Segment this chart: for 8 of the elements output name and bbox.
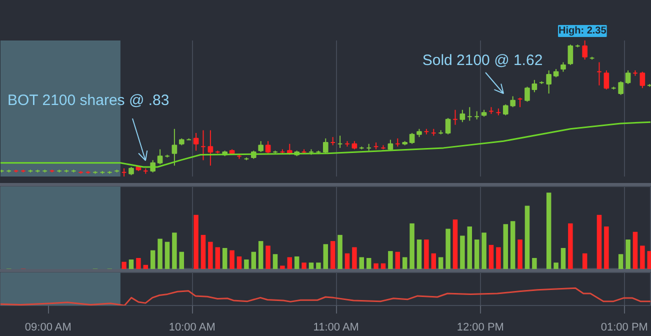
annotation: BOT 2100 shares @ .83 bbox=[8, 92, 170, 109]
x-tick-label: 01:00 PM bbox=[600, 322, 648, 334]
x-tick-label: 12:00 PM bbox=[456, 322, 504, 334]
text: High: 2.35 bbox=[558, 26, 607, 36]
x-tick-label: 09:00 AM bbox=[24, 322, 72, 334]
x-tick-label: 11:00 AM bbox=[313, 322, 359, 334]
x-tick-label: 10:00 AM bbox=[168, 322, 216, 334]
annotation: Sold 2100 @ 1.62 bbox=[422, 52, 543, 69]
